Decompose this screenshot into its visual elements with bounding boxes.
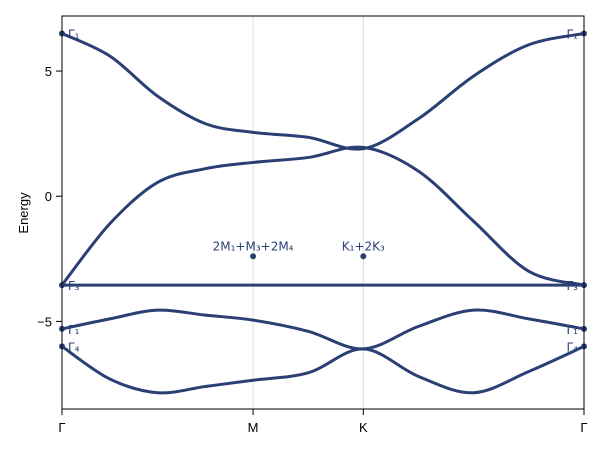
y-tick-label: −5 [37,314,52,329]
plot-frame [61,15,585,410]
label-layer: Γ₁ Γ₃ Γ₁ Γ₄ Γ₁ Γ₃ Γ₁ Γ₄ 2M₁+M₃+2M₄ K₁+2K₃ [68,28,578,355]
band-irrep-label: Γ₁ [68,323,80,337]
axis-layer: −5 0 5 Γ M K Γ [37,64,587,435]
annotation-label: 2M₁+M₃+2M₄ [213,239,294,253]
grid-layer [252,16,364,409]
band-line-2 [60,145,586,287]
band-irrep-label: Γ₃ [567,279,579,293]
y-tick-label: 0 [45,189,52,204]
band-irrep-label: Γ₃ [68,279,80,293]
band-irrep-label: Γ₁ [567,28,579,42]
plot-area [62,16,584,409]
annotation-point [360,253,367,260]
annotation-point [250,253,257,260]
band-line-1 [60,32,586,151]
band-irrep-label: Γ₁ [567,323,579,337]
series-layer [60,32,586,395]
annotation-label: K₁+2K₃ [342,239,385,253]
band-line-5 [60,344,586,395]
x-tick-label: Γ [580,420,587,435]
band-line-4 [60,308,586,351]
band-irrep-label: Γ₄ [567,340,579,354]
x-tick-label: K [359,420,368,435]
band-irrep-label: Γ₁ [68,28,80,42]
x-tick-label: Γ [58,420,65,435]
x-tick-label: M [248,420,259,435]
band-irrep-label: Γ₄ [68,340,80,354]
y-tick-label: 5 [45,64,52,79]
y-axis-title: Energy [16,192,31,234]
